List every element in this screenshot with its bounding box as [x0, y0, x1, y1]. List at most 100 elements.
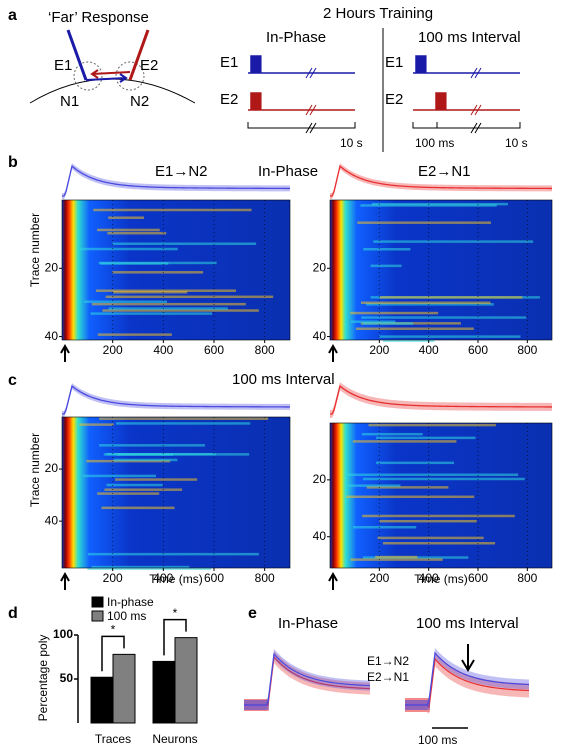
- significance-mark: *: [173, 606, 178, 620]
- heatmap-streak: [377, 536, 484, 540]
- x-tick-label: 800: [255, 571, 275, 585]
- scale-bracket: [247, 122, 356, 129]
- trace-band: [244, 651, 370, 711]
- heatmap-streak: [107, 231, 167, 235]
- panel-label: c: [8, 372, 17, 389]
- heatmap-streak: [375, 461, 455, 465]
- trace-line: [62, 384, 291, 415]
- heatmap-streak: [101, 506, 175, 510]
- bar: [174, 637, 198, 724]
- y-tick-label: 20: [45, 260, 59, 274]
- bar: [152, 660, 176, 724]
- heatmap-streak: [102, 309, 259, 312]
- electrode-label: E2: [140, 57, 158, 74]
- trace-band: [405, 652, 529, 714]
- heatmap-streak: [104, 488, 183, 491]
- neuron-region: [115, 61, 145, 91]
- heatmap-streak: [105, 295, 274, 299]
- panel-title: 100 ms Interval: [232, 371, 335, 388]
- trace-band: [62, 163, 290, 199]
- stim-trace: [413, 55, 520, 74]
- heatmap-streak: [115, 478, 198, 481]
- y-tick-label: 100: [53, 627, 73, 641]
- stim-arrow: [328, 343, 338, 362]
- y-tick-label: 40: [45, 329, 59, 343]
- legend-label: E1→N2: [367, 654, 409, 668]
- heatmap-streak: [362, 322, 414, 325]
- heatmap-streak: [361, 316, 527, 319]
- x-tick-label: 600: [204, 343, 224, 357]
- arrow: [85, 73, 128, 83]
- x-tick-label: 400: [153, 571, 173, 585]
- heatmap-streak: [366, 303, 494, 306]
- heatmap: [62, 417, 290, 568]
- heatmap-streak: [350, 320, 396, 323]
- x-tick-label: 200: [369, 571, 389, 585]
- pair-label: E1→N2: [155, 163, 208, 180]
- break-mark: [305, 67, 317, 79]
- heatmap-streak: [382, 339, 435, 343]
- y-tick-label: 20: [313, 472, 327, 486]
- heatmap-streak: [350, 558, 443, 561]
- heatmap-streak: [353, 525, 417, 529]
- heatmap-streak: [97, 333, 172, 336]
- heatmap-streak: [360, 301, 491, 304]
- stim-arrow: [60, 571, 70, 590]
- heatmap-streak: [98, 261, 217, 265]
- heatmap-streak: [371, 202, 508, 206]
- channel-label: E2: [220, 91, 238, 108]
- protocol-title: 100 ms Interval: [418, 29, 521, 46]
- heatmap-streak: [93, 208, 252, 212]
- heatmap-streak: [360, 204, 497, 207]
- x-tick-label: 600: [204, 571, 224, 585]
- heatmap-streak: [95, 289, 236, 292]
- y-axis-label: Trace number: [28, 433, 42, 507]
- y-tick-label: 40: [313, 329, 327, 343]
- panel-title: In-Phase: [278, 615, 338, 632]
- heatmap-streak: [357, 221, 491, 224]
- heatmap-streak: [87, 552, 259, 556]
- trace-line: [330, 384, 553, 415]
- y-tick-label: 40: [45, 513, 59, 527]
- legend-label: 100 ms: [107, 609, 146, 623]
- neuron-label: N2: [130, 93, 149, 110]
- heatmap-streak: [361, 432, 423, 436]
- x-tick-label: 400: [153, 343, 173, 357]
- heatmap-streak: [97, 492, 160, 495]
- channel-label: E1: [220, 54, 238, 71]
- trace-line: [405, 651, 530, 706]
- heatmap-streak: [362, 514, 515, 518]
- scale-label: 10 s: [340, 136, 363, 150]
- x-tick-label: 600: [468, 343, 488, 357]
- heatmap-streak: [87, 567, 212, 571]
- heatmap-frame: [329, 199, 553, 341]
- heatmap-streak: [106, 483, 163, 487]
- channel-label: E2: [385, 91, 403, 108]
- neuron-region: [73, 61, 103, 91]
- heatmap-streak: [379, 519, 477, 523]
- scale-label: 100 ms: [415, 136, 454, 150]
- heatmap-streak: [366, 486, 449, 489]
- heatmap-streak: [379, 296, 523, 299]
- break-mark: [305, 104, 317, 116]
- heatmap-streak: [350, 311, 439, 315]
- trace-band: [244, 649, 370, 710]
- trace-band: [330, 382, 552, 418]
- stim-trace: [413, 92, 520, 111]
- heatmap-streak: [347, 484, 401, 487]
- protocol-title: In-Phase: [266, 29, 326, 46]
- heatmap-frame: [61, 416, 291, 569]
- panel-label: a: [8, 7, 17, 24]
- y-axis-label: Percentage poly: [36, 635, 50, 722]
- break-mark: [470, 67, 482, 79]
- bar: [112, 653, 136, 724]
- x-tick-label: 800: [517, 343, 537, 357]
- electrode: [128, 29, 150, 81]
- bar: [90, 676, 114, 724]
- x-axis-label: Time (ms): [149, 572, 203, 586]
- heatmap-streak: [113, 458, 178, 462]
- pair-label: E2→N1: [418, 163, 471, 180]
- heatmap-streak: [79, 423, 114, 426]
- heatmap-streak: [91, 565, 190, 569]
- heatmap-streak: [91, 302, 246, 306]
